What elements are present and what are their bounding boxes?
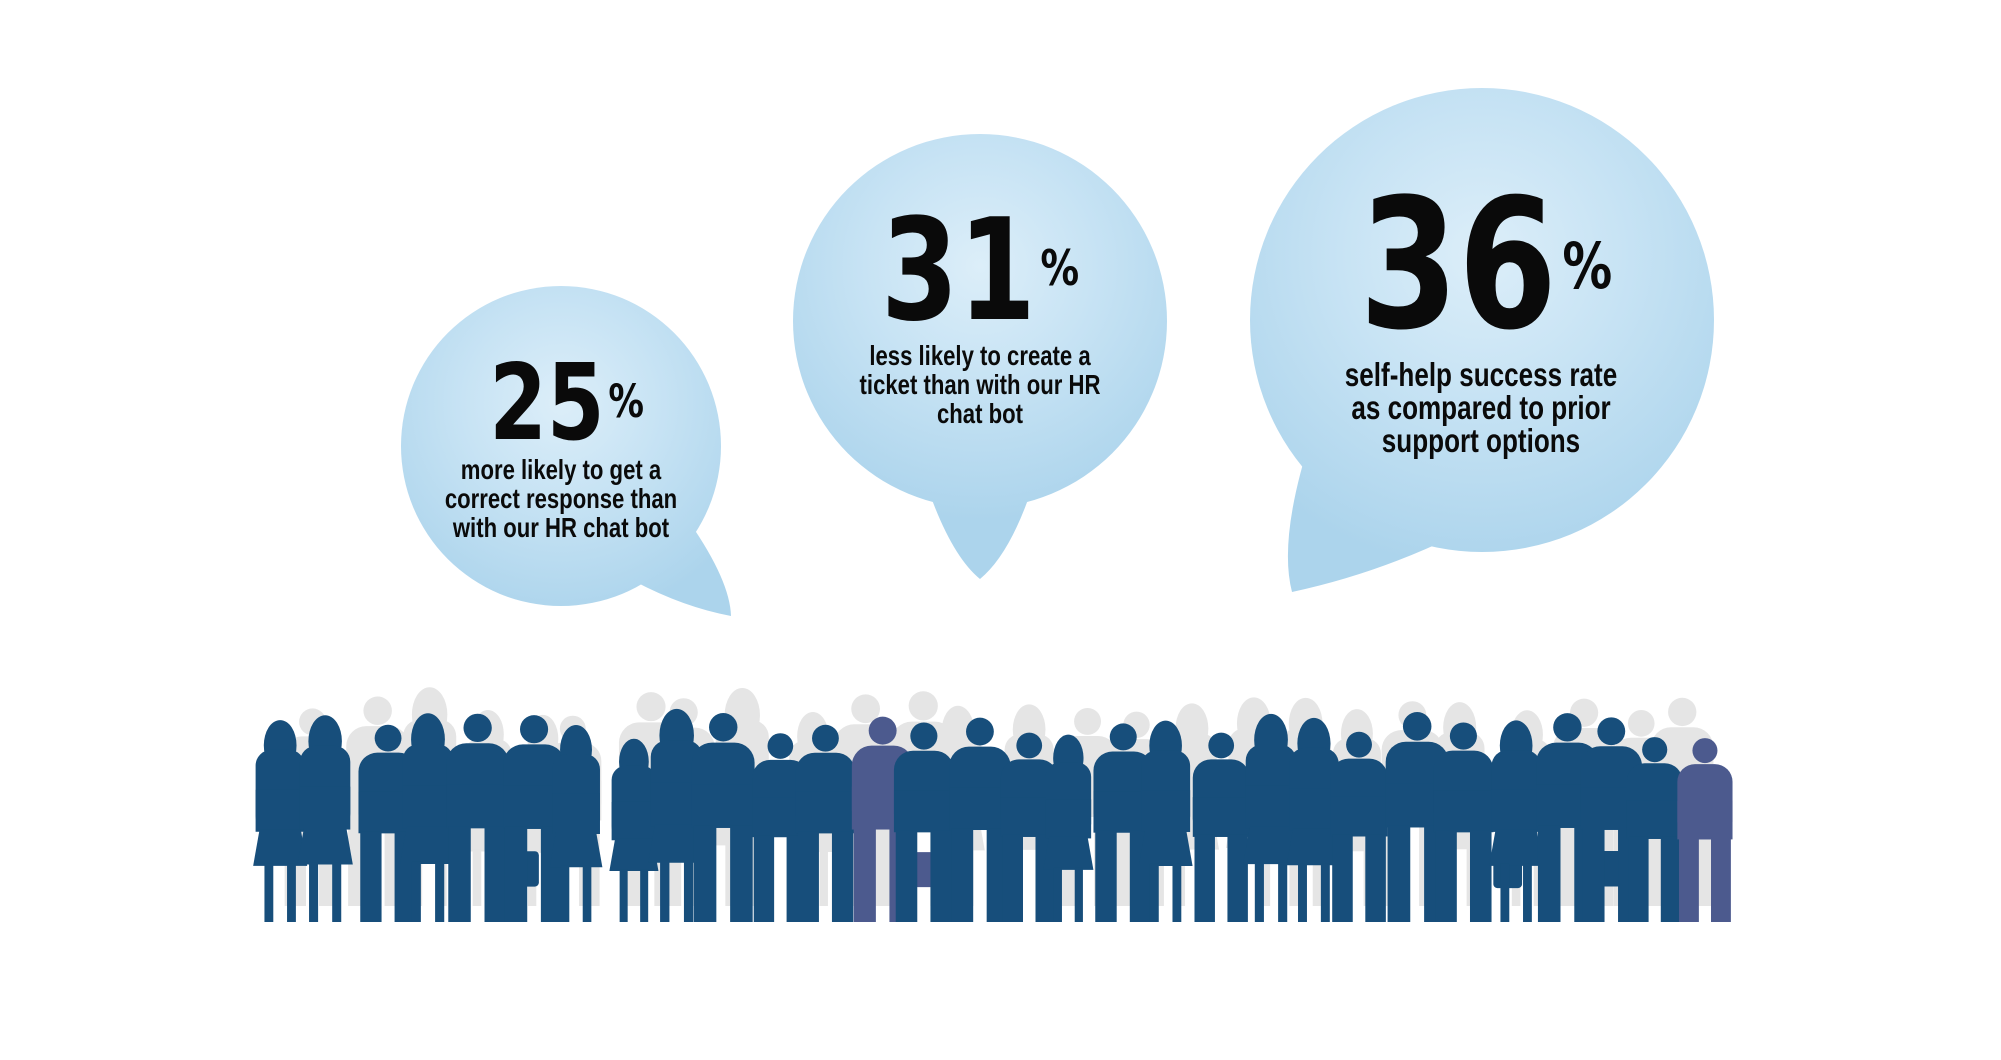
speech-bubble-circle bbox=[793, 134, 1167, 508]
stat-36: 36% bbox=[1295, 176, 1666, 356]
stat-value: 31 bbox=[881, 189, 1036, 353]
speech-bubble-shape bbox=[1250, 88, 1714, 592]
stat-bubble-31: 31% less likely to create a ticket than … bbox=[790, 131, 1170, 586]
stat-description: self-help success rate as compared to pr… bbox=[1344, 356, 1618, 459]
stat-unit: % bbox=[1040, 240, 1079, 297]
stat-31: 31% bbox=[830, 201, 1130, 342]
speech-bubble-tail bbox=[634, 523, 731, 616]
speech-bubble-circle bbox=[401, 286, 721, 606]
stat-description: less likely to create a ticket than with… bbox=[859, 340, 1101, 429]
stat-25: 25% bbox=[434, 351, 688, 456]
stat-value: 25 bbox=[489, 342, 605, 464]
speech-bubble-shape bbox=[793, 134, 1167, 579]
speech-bubble-shape bbox=[401, 286, 731, 616]
stat-unit: % bbox=[1562, 230, 1613, 303]
stat-description: more likely to get a correct response th… bbox=[444, 454, 678, 543]
speech-bubble-circle bbox=[1250, 88, 1714, 552]
stat-value: 36 bbox=[1359, 161, 1557, 370]
stat-bubble-36: 36% self-help success rate as compared t… bbox=[1246, 86, 1716, 601]
stat-bubble-25: 25% more likely to get a correct respons… bbox=[400, 285, 736, 625]
stat-unit: % bbox=[608, 375, 644, 428]
